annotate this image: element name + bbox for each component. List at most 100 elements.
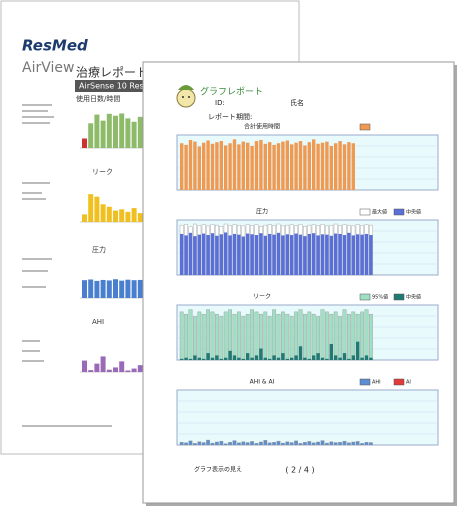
bar [329, 441, 334, 446]
bar [364, 442, 369, 446]
bar [303, 442, 307, 446]
legend-swatch [393, 208, 405, 216]
bar [113, 279, 118, 298]
bar [237, 234, 241, 275]
bar [219, 358, 223, 360]
bar [355, 441, 360, 446]
bar [303, 145, 307, 190]
bar [254, 235, 259, 275]
bar [219, 316, 224, 361]
legend-swatch [359, 208, 371, 216]
bar [224, 145, 228, 190]
bar [351, 441, 356, 446]
bar [294, 355, 298, 360]
logo: ResMed [22, 37, 88, 55]
bar [347, 358, 351, 360]
bar [364, 233, 369, 275]
bar [329, 146, 333, 190]
chart-title: 圧力 [256, 208, 268, 216]
bar [360, 357, 364, 360]
bar [119, 113, 125, 148]
bar [325, 311, 329, 361]
bar [82, 138, 87, 148]
section-label: 使用日数/時間 [76, 94, 120, 103]
bar [193, 355, 197, 360]
bar [338, 442, 342, 446]
bar [184, 357, 188, 360]
bar [232, 355, 237, 360]
bar [188, 139, 193, 190]
bar [364, 355, 369, 360]
bar [351, 311, 356, 361]
bar [369, 235, 373, 275]
bar [188, 358, 193, 360]
bar [307, 311, 312, 361]
bar [119, 361, 125, 372]
bar [289, 442, 294, 446]
bar [312, 233, 316, 275]
bar [254, 311, 259, 361]
bar [298, 443, 303, 446]
bar [206, 353, 210, 360]
bar [294, 142, 298, 190]
bar [210, 233, 215, 275]
bar [294, 311, 298, 361]
device: AirSense 10 Respond [79, 82, 164, 91]
bar [202, 233, 206, 275]
bar [241, 441, 246, 446]
product: AirView [22, 60, 74, 76]
bar [125, 370, 131, 372]
bar [131, 121, 137, 148]
bar [180, 358, 184, 360]
bar [246, 233, 250, 275]
bar [106, 113, 112, 148]
legend-swatch [359, 378, 371, 386]
report-title: 治療レポート [76, 66, 148, 80]
bar [241, 358, 245, 360]
bar [113, 367, 118, 372]
bar [82, 280, 87, 298]
bar [316, 353, 320, 360]
bar [236, 442, 241, 446]
bar [206, 235, 210, 275]
bar [237, 357, 241, 360]
bar [276, 232, 281, 275]
graph-report-title: グラフレポート [200, 86, 263, 98]
bar [316, 143, 320, 190]
bar [267, 442, 272, 446]
bar [303, 357, 307, 360]
footer-note: グラフ表示の見え [194, 466, 242, 474]
bar [307, 142, 311, 190]
bar [333, 442, 338, 446]
bar [307, 233, 311, 275]
bar [125, 211, 131, 222]
bar [119, 280, 125, 298]
bar [246, 353, 250, 360]
bar [263, 440, 268, 446]
bar [268, 358, 272, 360]
bar [285, 234, 289, 275]
bar [82, 214, 87, 222]
bar [342, 309, 347, 361]
bar [285, 313, 290, 361]
bar [272, 355, 276, 360]
bar [263, 235, 267, 275]
bar [281, 353, 285, 360]
bar [360, 311, 364, 361]
chart-title: 合計使用時間 [244, 123, 280, 131]
legend-label: 最大値 [372, 209, 387, 216]
bar [254, 443, 259, 446]
bar [215, 142, 219, 190]
bar [307, 358, 311, 360]
bar [369, 313, 373, 361]
bar [106, 206, 112, 222]
bar [106, 280, 112, 298]
bar [228, 235, 232, 275]
bar [197, 441, 202, 446]
mascot-icon [176, 85, 196, 108]
bar [276, 143, 281, 190]
bar [113, 210, 118, 222]
bar [214, 313, 219, 361]
bar [106, 369, 112, 372]
section-label: AHI [92, 318, 104, 326]
